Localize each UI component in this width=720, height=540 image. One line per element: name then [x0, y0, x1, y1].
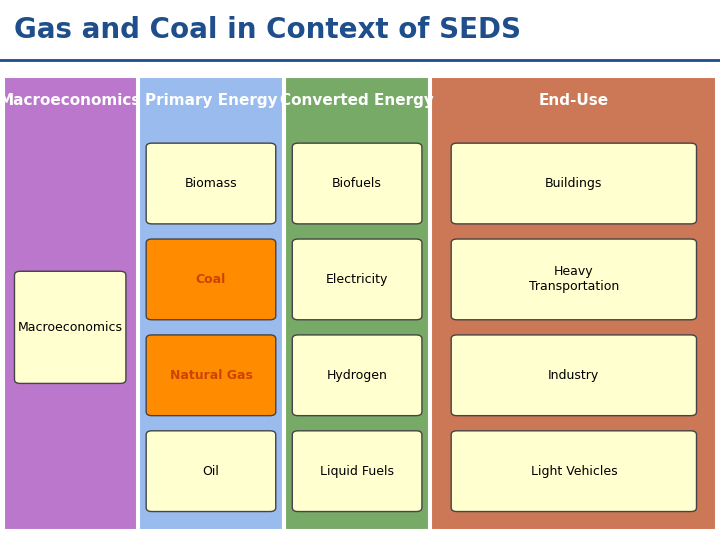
Text: Liquid Fuels: Liquid Fuels — [320, 465, 394, 478]
FancyBboxPatch shape — [451, 239, 696, 320]
Text: Heavy
Transportation: Heavy Transportation — [528, 265, 619, 293]
FancyBboxPatch shape — [292, 143, 422, 224]
FancyBboxPatch shape — [292, 431, 422, 511]
FancyBboxPatch shape — [451, 431, 696, 511]
Text: Hydrogen: Hydrogen — [327, 369, 387, 382]
Text: Macroeconomics: Macroeconomics — [18, 321, 122, 334]
FancyBboxPatch shape — [146, 143, 276, 224]
Text: Macroeconomics: Macroeconomics — [0, 93, 141, 108]
Text: Coal: Coal — [196, 273, 226, 286]
Text: Oil: Oil — [202, 465, 220, 478]
Bar — [431, 77, 716, 530]
Text: Primary Energy: Primary Energy — [145, 93, 277, 108]
Text: End-Use: End-Use — [539, 93, 609, 108]
Text: Natural Gas: Natural Gas — [169, 369, 253, 382]
FancyBboxPatch shape — [451, 335, 696, 416]
Bar — [285, 77, 429, 530]
Text: Industry: Industry — [548, 369, 600, 382]
Text: Biomass: Biomass — [184, 177, 238, 190]
Bar — [4, 77, 137, 530]
Text: Buildings: Buildings — [545, 177, 603, 190]
Text: Biofuels: Biofuels — [332, 177, 382, 190]
FancyBboxPatch shape — [451, 143, 696, 224]
Text: Gas and Coal in Context of SEDS: Gas and Coal in Context of SEDS — [14, 16, 521, 44]
Bar — [139, 77, 283, 530]
FancyBboxPatch shape — [292, 239, 422, 320]
FancyBboxPatch shape — [292, 335, 422, 416]
FancyBboxPatch shape — [146, 239, 276, 320]
Text: Electricity: Electricity — [326, 273, 388, 286]
FancyBboxPatch shape — [146, 335, 276, 416]
FancyBboxPatch shape — [14, 271, 126, 383]
Text: Light Vehicles: Light Vehicles — [531, 465, 617, 478]
FancyBboxPatch shape — [146, 431, 276, 511]
Text: Converted Energy: Converted Energy — [280, 93, 434, 108]
